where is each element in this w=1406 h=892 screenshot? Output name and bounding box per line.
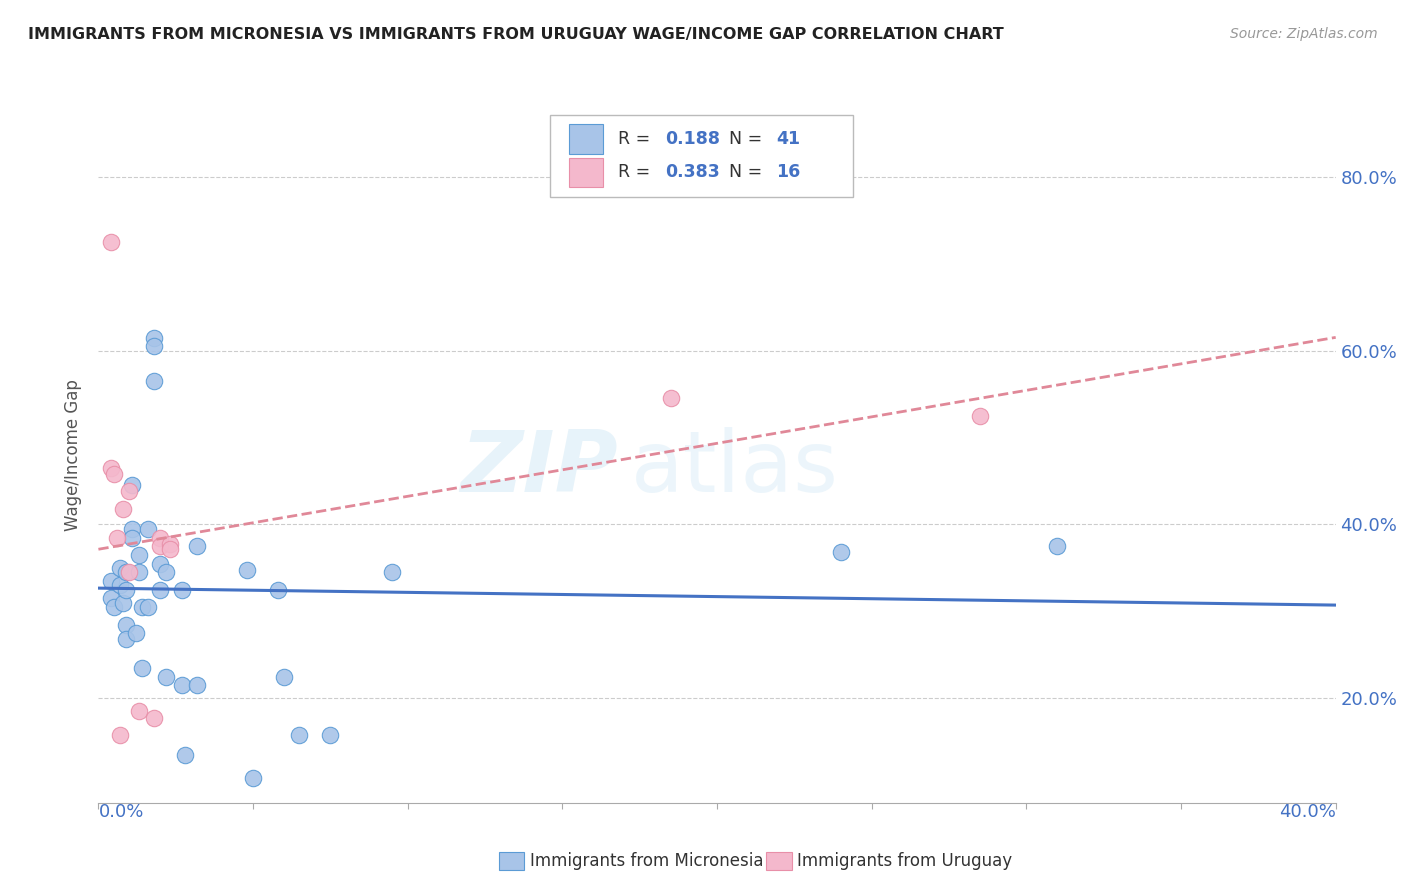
Point bbox=[100, 461, 122, 475]
Point bbox=[236, 563, 259, 577]
Point bbox=[159, 536, 181, 550]
Point bbox=[131, 600, 153, 615]
Text: N =: N = bbox=[730, 163, 768, 181]
Point bbox=[118, 566, 141, 580]
Point bbox=[100, 235, 122, 249]
Point bbox=[242, 772, 264, 786]
Text: atlas: atlas bbox=[630, 427, 838, 510]
Point bbox=[124, 626, 146, 640]
Point bbox=[112, 596, 135, 610]
Point bbox=[288, 728, 311, 742]
Y-axis label: Wage/Income Gap: Wage/Income Gap bbox=[65, 379, 83, 531]
FancyBboxPatch shape bbox=[550, 115, 853, 197]
Point bbox=[155, 670, 177, 684]
Text: IMMIGRANTS FROM MICRONESIA VS IMMIGRANTS FROM URUGUAY WAGE/INCOME GAP CORRELATIO: IMMIGRANTS FROM MICRONESIA VS IMMIGRANTS… bbox=[28, 27, 1004, 42]
Point bbox=[115, 582, 138, 597]
Point bbox=[1046, 539, 1069, 553]
Point bbox=[105, 531, 128, 545]
Point bbox=[149, 557, 172, 571]
Text: Immigrants from Uruguay: Immigrants from Uruguay bbox=[797, 852, 1012, 870]
Point bbox=[121, 531, 143, 545]
Point bbox=[969, 409, 991, 423]
Point bbox=[121, 522, 143, 536]
Text: N =: N = bbox=[730, 130, 768, 148]
FancyBboxPatch shape bbox=[568, 124, 603, 153]
Point bbox=[174, 747, 197, 762]
Point bbox=[149, 539, 172, 553]
Point bbox=[159, 541, 181, 556]
Point bbox=[128, 548, 150, 562]
Text: Source: ZipAtlas.com: Source: ZipAtlas.com bbox=[1230, 27, 1378, 41]
FancyBboxPatch shape bbox=[568, 158, 603, 187]
Point bbox=[143, 374, 166, 388]
Point bbox=[267, 582, 290, 597]
Point bbox=[186, 678, 208, 692]
Point bbox=[273, 670, 295, 684]
Text: 0.0%: 0.0% bbox=[98, 803, 143, 821]
Point bbox=[319, 728, 342, 742]
Point bbox=[170, 582, 193, 597]
Point bbox=[108, 578, 131, 592]
Point bbox=[830, 545, 852, 559]
Point bbox=[186, 539, 208, 553]
Point bbox=[118, 484, 141, 499]
Point bbox=[115, 617, 138, 632]
Point bbox=[100, 591, 122, 606]
Point bbox=[143, 710, 166, 724]
Text: ZIP: ZIP bbox=[460, 427, 619, 510]
Text: R =: R = bbox=[619, 163, 655, 181]
Point bbox=[659, 392, 682, 406]
Text: 40.0%: 40.0% bbox=[1279, 803, 1336, 821]
Point bbox=[131, 661, 153, 675]
Text: Immigrants from Micronesia: Immigrants from Micronesia bbox=[530, 852, 763, 870]
Text: 41: 41 bbox=[776, 130, 800, 148]
Point bbox=[143, 339, 166, 353]
Point bbox=[136, 522, 159, 536]
Point bbox=[108, 561, 131, 575]
Point bbox=[112, 501, 135, 516]
Point bbox=[115, 566, 138, 580]
Text: R =: R = bbox=[619, 130, 655, 148]
Point bbox=[136, 600, 159, 615]
Point bbox=[103, 467, 125, 481]
Point bbox=[128, 705, 150, 719]
Text: 0.383: 0.383 bbox=[665, 163, 720, 181]
Point bbox=[100, 574, 122, 588]
Point bbox=[108, 728, 131, 742]
Point bbox=[170, 678, 193, 692]
Point bbox=[128, 566, 150, 580]
Point bbox=[149, 531, 172, 545]
Point bbox=[155, 566, 177, 580]
Point bbox=[381, 566, 404, 580]
Point bbox=[121, 478, 143, 492]
Text: 0.188: 0.188 bbox=[665, 130, 720, 148]
Point bbox=[115, 632, 138, 647]
Text: 16: 16 bbox=[776, 163, 800, 181]
Point bbox=[103, 600, 125, 615]
Point bbox=[149, 582, 172, 597]
Point bbox=[143, 330, 166, 344]
